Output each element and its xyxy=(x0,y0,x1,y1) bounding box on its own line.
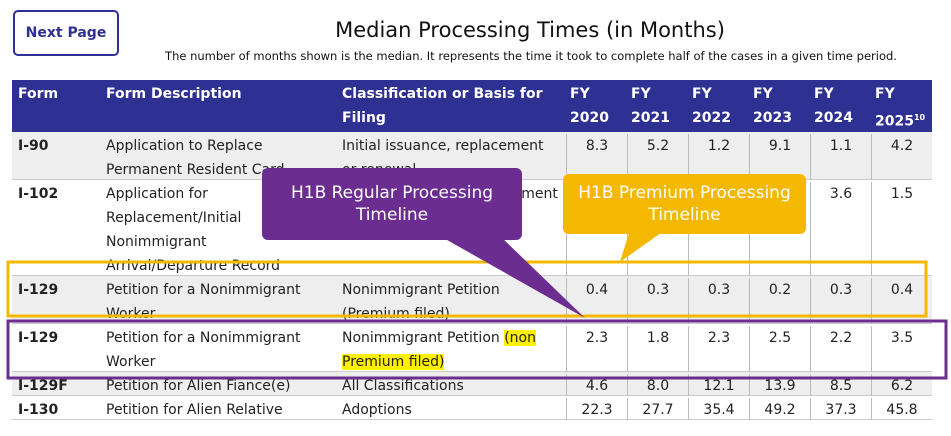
form-cell: I-129 xyxy=(18,330,59,346)
value-cell: 12.1 xyxy=(688,374,749,396)
column-header-bottom: 2020 xyxy=(570,110,609,126)
next-page-button[interactable]: Next Page xyxy=(13,10,119,56)
footnote: 10 xyxy=(913,113,926,122)
value-cell: 0.3 xyxy=(688,278,749,324)
value-cell: 8.0 xyxy=(627,374,688,396)
column-header-bottom: 2022 xyxy=(692,110,731,126)
value-cell: 2.2 xyxy=(810,326,871,372)
regular-callout: H1B Regular Processing Timeline xyxy=(262,168,522,240)
column-header-top: FY xyxy=(814,86,834,102)
column-header: Form Description xyxy=(106,86,242,102)
value-cell: 2.3 xyxy=(688,326,749,372)
column-header: FY 2022 xyxy=(688,82,749,132)
column-header-top: FY xyxy=(692,86,712,102)
column-header-top: FY xyxy=(570,86,590,102)
value-cell: 4.2 xyxy=(871,134,932,180)
value-cell: 0.2 xyxy=(749,278,810,324)
subtitle: The number of months shown is the median… xyxy=(165,49,897,63)
value-cell: 2.3 xyxy=(566,326,627,372)
column-header-bottom: 202510 xyxy=(875,113,926,130)
description-cell: Application to Replace Permanent Residen… xyxy=(106,138,285,178)
column-header-top: FY xyxy=(875,86,895,102)
classification-cell: Adoptions xyxy=(336,398,566,420)
form-cell: I-102 xyxy=(18,186,59,202)
table-row xyxy=(12,324,932,372)
table-row xyxy=(12,396,932,420)
form-cell: I-129F xyxy=(18,378,68,394)
classification-text: All Classifications xyxy=(342,378,464,394)
premium-outline xyxy=(6,260,928,318)
value-cell: 3.6 xyxy=(810,182,871,276)
value-cell: 4.6 xyxy=(566,374,627,396)
value-cell: 27.7 xyxy=(627,398,688,420)
classification-text: Nonimmigrant Petition (Premium filed) xyxy=(342,282,500,322)
column-header: FY 2023 xyxy=(749,82,810,132)
value-cell: 35.4 xyxy=(688,398,749,420)
title: Median Processing Times (in Months) xyxy=(335,18,725,42)
description-cell: Petition for Alien Relative xyxy=(106,402,283,418)
column-header-bottom: 2023 xyxy=(753,110,792,126)
value-cell: 0.3 xyxy=(810,278,871,324)
table-row xyxy=(12,372,932,396)
column-header-bottom: 2024 xyxy=(814,110,853,126)
value-cell: 3.5 xyxy=(871,326,932,372)
classification-cell: Nonimmigrant Petition (non Premium filed… xyxy=(336,326,566,372)
value-cell: 13.9 xyxy=(749,374,810,396)
classification-text: Nonimmigrant Petition xyxy=(342,330,500,346)
value-cell: 8.5 xyxy=(810,374,871,396)
regular-pointer xyxy=(440,236,585,318)
form-cell: I-90 xyxy=(18,138,49,154)
value-cell: 0.3 xyxy=(627,278,688,324)
value-cell: 1.1 xyxy=(810,134,871,180)
value-cell: 22.3 xyxy=(566,398,627,420)
header-row xyxy=(12,80,932,132)
classification-cell: All Classifications xyxy=(336,374,566,396)
classification-text: Adoptions xyxy=(342,402,412,418)
column-header-top: FY xyxy=(631,86,651,102)
column-header: Classification or Basis for Filing xyxy=(342,86,543,126)
regular-outline xyxy=(6,319,948,380)
value-cell: 0.4 xyxy=(871,278,932,324)
column-header-top: FY xyxy=(753,86,773,102)
value-cell: 1.5 xyxy=(871,182,932,276)
description-cell: Petition for a Nonimmigrant Worker xyxy=(106,282,301,322)
column-header: FY 2024 xyxy=(810,82,871,132)
value-cell: 5.2 xyxy=(627,134,688,180)
column-header: FY 202510 xyxy=(871,82,932,132)
description-cell: Petition for Alien Fiance(e) xyxy=(106,378,291,394)
form-cell: I-129 xyxy=(18,282,59,298)
column-header: FY 2020 xyxy=(566,82,627,132)
premium-pointer xyxy=(620,230,665,262)
value-cell: 1.2 xyxy=(688,134,749,180)
value-cell: 45.8 xyxy=(871,398,932,420)
classification-cell: Nonimmigrant Petition (Premium filed) xyxy=(336,278,566,324)
column-header-bottom: 2021 xyxy=(631,110,670,126)
premium-callout: H1B Premium Processing Timeline xyxy=(563,174,806,234)
value-cell: 1.8 xyxy=(627,326,688,372)
column-header: Form xyxy=(18,86,59,102)
form-cell: I-130 xyxy=(18,402,59,418)
value-cell: 2.5 xyxy=(749,326,810,372)
value-cell: 9.1 xyxy=(749,134,810,180)
value-cell: 37.3 xyxy=(810,398,871,420)
value-cell: 49.2 xyxy=(749,398,810,420)
value-cell: 8.3 xyxy=(566,134,627,180)
description-cell: Petition for a Nonimmigrant Worker xyxy=(106,330,301,370)
value-cell: 6.2 xyxy=(871,374,932,396)
column-header: FY 2021 xyxy=(627,82,688,132)
